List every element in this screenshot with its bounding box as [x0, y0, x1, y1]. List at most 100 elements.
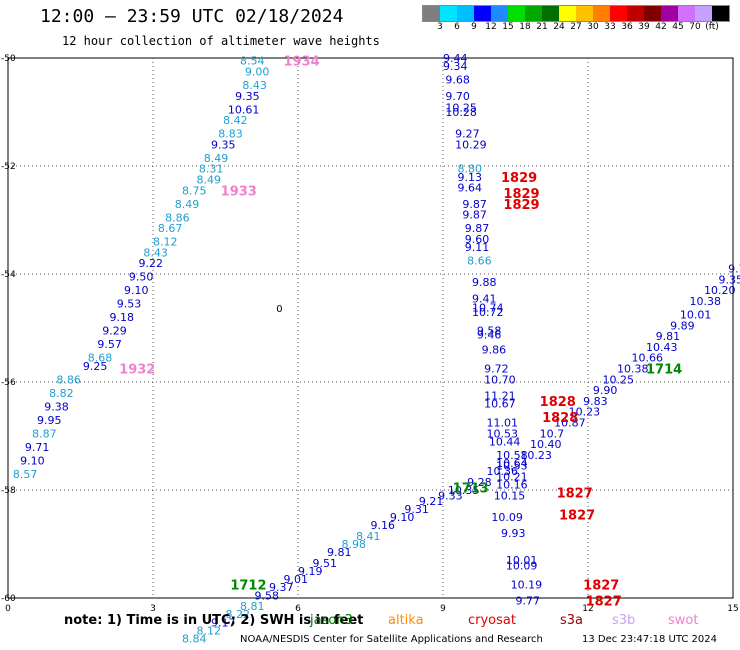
- swh-value-label: 9.71: [25, 441, 49, 454]
- swh-value-label: 9.88: [472, 276, 497, 289]
- swh-value-label: 9.83: [583, 395, 608, 408]
- swh-value-label: 8.67: [158, 222, 183, 235]
- swh-value-label: 9.10: [124, 284, 149, 297]
- legend-tick-label: 9: [471, 22, 477, 32]
- mission-label-swot: swot: [668, 613, 699, 628]
- swh-value-label: 9.44: [443, 52, 468, 65]
- swh-value-label: 10.16: [496, 479, 527, 492]
- pass-time-label: 1829: [503, 198, 539, 213]
- swh-value-label: 9.46: [477, 328, 502, 341]
- swh-value-label: 10.35: [448, 484, 480, 497]
- y-tick-label: -50: [1, 54, 16, 64]
- y-tick-label: -52: [1, 162, 16, 172]
- swh-value-label: 10.53: [487, 427, 519, 440]
- swh-value-label: 10.58: [496, 449, 527, 462]
- swh-value-label: 8.31: [199, 163, 224, 176]
- legend-swatch: [661, 6, 678, 21]
- swh-value-label: 10.44: [489, 435, 520, 448]
- swh-value-label: 9.35: [719, 273, 740, 286]
- swh-value-label: 9.19: [298, 565, 323, 578]
- legend-swatch: [440, 6, 457, 21]
- swh-value-label: 9.00: [245, 66, 269, 79]
- swh-value-label: 9.53: [117, 298, 142, 311]
- swh-value-label: 10.38: [617, 363, 649, 376]
- swh-value-label: 9.11: [465, 241, 490, 254]
- legend-tick-label: 3: [437, 22, 443, 32]
- swh-value-label: 8.83: [218, 128, 243, 141]
- mission-label-s3b: s3b: [612, 613, 636, 628]
- swh-value-label: 9.17: [211, 616, 236, 629]
- pass-time-label: 1827: [583, 579, 619, 594]
- pass-time-label: 1828: [542, 411, 578, 426]
- legend-swatch: [508, 6, 525, 21]
- swh-value-label: 8.68: [88, 352, 113, 365]
- swh-value-label: 10.66: [632, 352, 664, 365]
- swh-value-label: 10.15: [494, 489, 526, 502]
- note-text: note: 1) Time is in UTC; 2) SWH is in fe…: [64, 613, 364, 628]
- swh-value-label: 9.7: [728, 263, 740, 276]
- y-tick-label: -54: [1, 270, 16, 280]
- legend-tick-label: 42: [655, 22, 667, 32]
- swh-value-label: 10.7: [540, 427, 565, 440]
- legend-swatch: [627, 6, 644, 21]
- legend-swatch: [423, 6, 440, 21]
- swh-value-label: 9.22: [139, 257, 164, 270]
- swh-value-label: 10.09: [491, 511, 523, 524]
- swh-value-label: 8.87: [32, 427, 57, 440]
- swh-value-label: 9.31: [404, 503, 429, 516]
- swh-value-label: 10.29: [455, 138, 487, 151]
- swh-value-label: 9.87: [465, 222, 490, 235]
- swh-value-label: 10.38: [690, 295, 722, 308]
- swh-value-label: 8.86: [165, 211, 190, 224]
- legend-swatch: [559, 6, 576, 21]
- swh-value-label: 10.25: [445, 102, 477, 115]
- page-subtitle: 12 hour collection of altimeter wave hei…: [62, 34, 380, 48]
- mission-label-jason3: jason3: [310, 613, 353, 628]
- swh-value-label: 10.43: [646, 341, 678, 354]
- swh-value-label: 9.50: [129, 271, 154, 284]
- swh-value-label: 10.19: [511, 579, 542, 592]
- swh-value-label: 10.25: [603, 373, 635, 386]
- swh-value-label: 9.35: [211, 138, 236, 151]
- pass-time-label: 1712: [230, 579, 266, 594]
- swh-value-label: 9.86: [482, 344, 507, 357]
- legend-swatch: [678, 6, 695, 21]
- swh-value-label: 9.10: [20, 454, 45, 467]
- swh-value-label: 9.57: [97, 338, 122, 351]
- swh-value-label: 9.10: [390, 511, 415, 524]
- swh-value-label: 9.01: [284, 573, 309, 586]
- swh-value-label: 10.09: [506, 560, 538, 573]
- swh-value-label: 9.93: [501, 527, 526, 540]
- swh-value-label: 10.21: [496, 471, 527, 484]
- swh-value-label: 10.72: [472, 306, 504, 319]
- legend-tick-label: 36: [621, 22, 633, 32]
- swh-value-label: 10.40: [530, 438, 562, 451]
- legend-tick-label: 18: [519, 22, 531, 32]
- swh-value-label: 9.51: [313, 557, 338, 570]
- pass-time-label: 1828: [540, 395, 576, 410]
- pass-time-label: 1829: [503, 187, 539, 202]
- swh-value-label: 9.33: [438, 489, 463, 502]
- legend-swatch: [491, 6, 508, 21]
- y-tick-label: -60: [1, 594, 16, 604]
- swh-value-label: 9.35: [235, 90, 260, 103]
- swh-value-label: 8.84: [182, 633, 207, 646]
- legend-tick-label: 12: [485, 22, 497, 32]
- footer-credit: NOAA/NESDIS Center for Satellite Applica…: [240, 634, 543, 645]
- pass-time-label: 1827: [557, 487, 593, 502]
- legend-swatch: [712, 6, 729, 21]
- swh-value-label: 9.77: [516, 595, 541, 608]
- y-tick-label: -58: [1, 486, 16, 496]
- mission-label-s3a: s3a: [560, 613, 584, 628]
- swh-value-label: 9.13: [458, 171, 483, 184]
- swh-value-label: 9.87: [462, 209, 487, 222]
- x-tick-label: 0: [5, 604, 11, 614]
- swh-value-label: 8.12: [153, 236, 178, 249]
- swh-value-label: 10.67: [484, 398, 516, 411]
- legend-tick-label: 24: [553, 22, 565, 32]
- x-tick-label: 12: [582, 604, 593, 614]
- swh-value-label: 8.57: [13, 468, 38, 481]
- swh-value-label: 9.70: [445, 90, 470, 103]
- x-tick-label: 9: [440, 604, 446, 614]
